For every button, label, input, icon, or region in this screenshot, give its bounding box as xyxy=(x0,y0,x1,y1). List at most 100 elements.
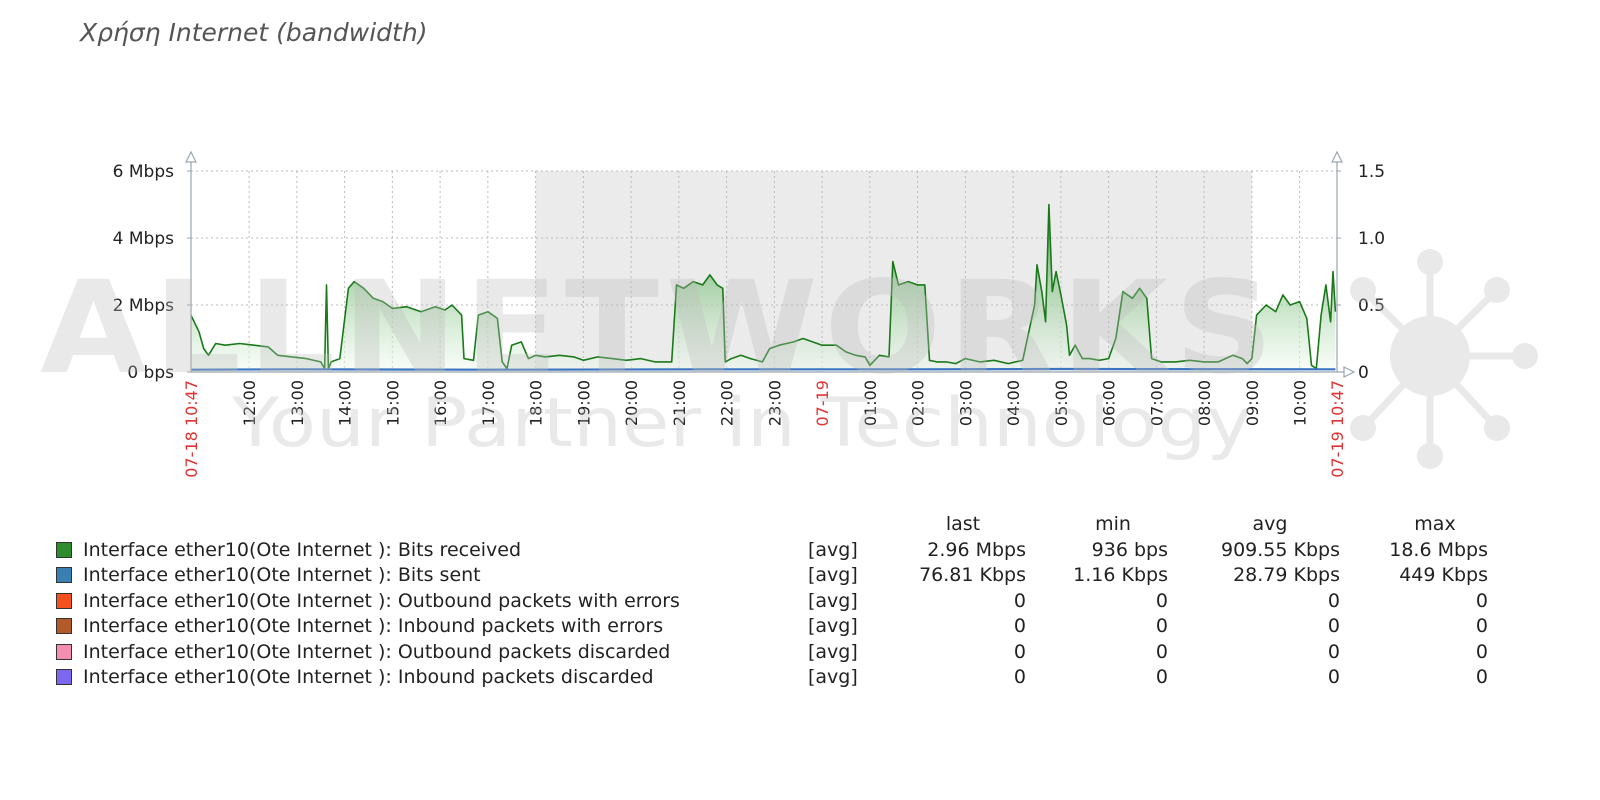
legend-max-value: 0 xyxy=(1475,640,1488,663)
x-axis-tick-label: 16:00 xyxy=(431,380,450,426)
x-axis-tick-label: 02:00 xyxy=(909,380,928,426)
legend-max-value: 0 xyxy=(1475,589,1488,612)
legend-avg-value: 0 xyxy=(1327,640,1340,663)
x-axis-tick-label: 18:00 xyxy=(527,380,546,426)
legend-series-label: Interface ether10(Ote Internet ): Outbou… xyxy=(83,640,671,663)
legend-avg-value: 909.55 Kbps xyxy=(1220,538,1340,561)
watermark-logo-node xyxy=(1484,277,1510,303)
legend-row: Interface ether10(Ote Internet ): Bits r… xyxy=(56,538,1526,564)
left-axis-tick-label: 2 Mbps xyxy=(113,296,174,316)
x-axis-tick-label: 23:00 xyxy=(765,380,784,426)
watermark-logo-node xyxy=(1484,415,1510,441)
legend-min-value: 0 xyxy=(1155,589,1168,612)
legend-table: last min avg max Interface ether10(Ote I… xyxy=(56,512,1526,691)
page-title: Χρήση Internet (bandwidth) xyxy=(80,18,428,47)
x-axis-tick-label: 10:00 xyxy=(1291,380,1310,426)
x-axis-tick-label: 07-19 xyxy=(813,380,832,427)
legend-row: Interface ether10(Ote Internet ): Inboun… xyxy=(56,614,1526,640)
left-axis-tick-label: 0 bps xyxy=(127,363,174,383)
legend-series-label: Interface ether10(Ote Internet ): Inboun… xyxy=(83,666,654,688)
legend-max-value: 449 Kbps xyxy=(1399,564,1488,586)
legend-last-value: 0 xyxy=(1013,666,1026,688)
left-axis-tick-label: 4 Mbps xyxy=(113,229,174,249)
legend-last-value: 76.81 Kbps xyxy=(919,564,1026,586)
right-axis-tick-label: 1.0 xyxy=(1358,229,1385,249)
legend-swatch xyxy=(56,592,72,609)
left-axis-arrow xyxy=(185,150,197,163)
legend-avg-value: 0 xyxy=(1327,589,1340,612)
x-axis-tick-label: 07-18 10:47 xyxy=(182,380,201,478)
legend-avg-value: 0 xyxy=(1327,666,1340,688)
watermark-logo-spoke xyxy=(1427,287,1500,359)
legend-function: [avg] xyxy=(808,564,858,586)
legend-series-label: Interface ether10(Ote Internet ): Outbou… xyxy=(83,589,680,612)
x-axis-tick-label: 05:00 xyxy=(1052,380,1071,426)
watermark-logo-node xyxy=(1417,249,1443,275)
right-axis-tick-label: 1.5 xyxy=(1358,162,1385,182)
right-axis-arrow xyxy=(1331,150,1343,163)
bandwidth-chart: 0 bps 2 Mbps 4 Mbps 6 Mbps 0 0.5 1.0 1.5 07-18 1… xyxy=(40,150,1538,478)
legend-max-value: 0 xyxy=(1475,666,1488,688)
watermark-logo-spoke xyxy=(1427,353,1500,431)
watermark-logo-spoke xyxy=(1360,353,1433,431)
x-axis-tick-label: 22:00 xyxy=(718,380,737,426)
legend-swatch xyxy=(56,618,72,634)
x-axis-arrow xyxy=(1343,366,1356,378)
x-axis-tick-label: 20:00 xyxy=(622,380,641,426)
legend-last-value: 0 xyxy=(1013,640,1026,663)
legend-avg-value: 28.79 Kbps xyxy=(1233,564,1340,586)
watermark-logo-node xyxy=(1512,343,1538,369)
legend-header-row: last min avg max xyxy=(56,512,1526,538)
x-axis-tick-label: 09:00 xyxy=(1243,380,1262,426)
legend-series-label: Interface ether10(Ote Internet ): Inboun… xyxy=(83,615,664,637)
legend-row: Interface ether10(Ote Internet ): Outbou… xyxy=(56,640,1526,666)
x-axis-tick-label: 06:00 xyxy=(1100,380,1119,426)
legend-row: Interface ether10(Ote Internet ): Outbou… xyxy=(56,589,1526,615)
legend-last-value: 2.96 Mbps xyxy=(927,538,1026,561)
legend-swatch xyxy=(56,669,72,685)
x-axis-tick-label: 12:00 xyxy=(240,380,259,426)
legend-swatch xyxy=(56,541,72,558)
legend-function: [avg] xyxy=(808,589,858,612)
legend-series-label: Interface ether10(Ote Internet ): Bits r… xyxy=(83,538,522,561)
left-axis-tick-label: 6 Mbps xyxy=(113,162,174,182)
watermark-logo-hub xyxy=(1390,316,1470,396)
x-axis-tick-label: 19:00 xyxy=(574,380,593,426)
legend-max-value: 18.6 Mbps xyxy=(1389,538,1488,561)
legend-last-value: 0 xyxy=(1013,615,1026,637)
legend-header-avg: avg xyxy=(1252,513,1288,535)
x-axis-tick-label: 07:00 xyxy=(1147,380,1166,426)
legend-function: [avg] xyxy=(808,615,858,637)
legend-header-last: last xyxy=(945,513,981,535)
x-axis-tick-label: 17:00 xyxy=(479,380,498,426)
legend-last-value: 0 xyxy=(1013,589,1026,612)
watermark-logo-node xyxy=(1350,415,1376,441)
legend-min-value: 0 xyxy=(1155,640,1168,663)
watermark-logo-node xyxy=(1350,277,1376,303)
x-axis-tick-label: 08:00 xyxy=(1195,380,1214,426)
legend-header-max: max xyxy=(1414,513,1456,535)
legend-min-value: 0 xyxy=(1155,615,1168,637)
legend-avg-value: 0 xyxy=(1327,615,1340,637)
legend-min-value: 936 bps xyxy=(1091,538,1168,561)
x-axis-tick-label: 01:00 xyxy=(861,380,880,426)
legend-min-value: 1.16 Kbps xyxy=(1073,564,1168,586)
right-axis-tick-label: 0.5 xyxy=(1358,296,1385,316)
legend-function: [avg] xyxy=(808,640,858,663)
series-line-bits-sent xyxy=(190,367,1336,371)
legend-max-value: 0 xyxy=(1475,615,1488,637)
series-line-bits-received xyxy=(190,203,1337,370)
x-axis-tick-label: 21:00 xyxy=(670,380,689,426)
legend-swatch xyxy=(56,643,72,660)
watermark-brand-text: ALLNETWORKS xyxy=(40,254,1280,403)
legend-function: [avg] xyxy=(808,538,858,561)
legend-swatch xyxy=(56,567,72,583)
legend-row: Interface ether10(Ote Internet ): Inboun… xyxy=(56,665,1526,691)
right-axis-tick-label: 0 xyxy=(1358,363,1369,383)
x-axis-tick-label: 07-19 10:47 xyxy=(1328,380,1347,478)
legend-series-label: Interface ether10(Ote Internet ): Bits s… xyxy=(83,564,481,586)
watermark-logo-spoke xyxy=(1360,287,1433,359)
x-axis-tick-label: 13:00 xyxy=(288,380,307,426)
legend-header-min: min xyxy=(1095,513,1131,535)
legend-function: [avg] xyxy=(808,666,858,688)
